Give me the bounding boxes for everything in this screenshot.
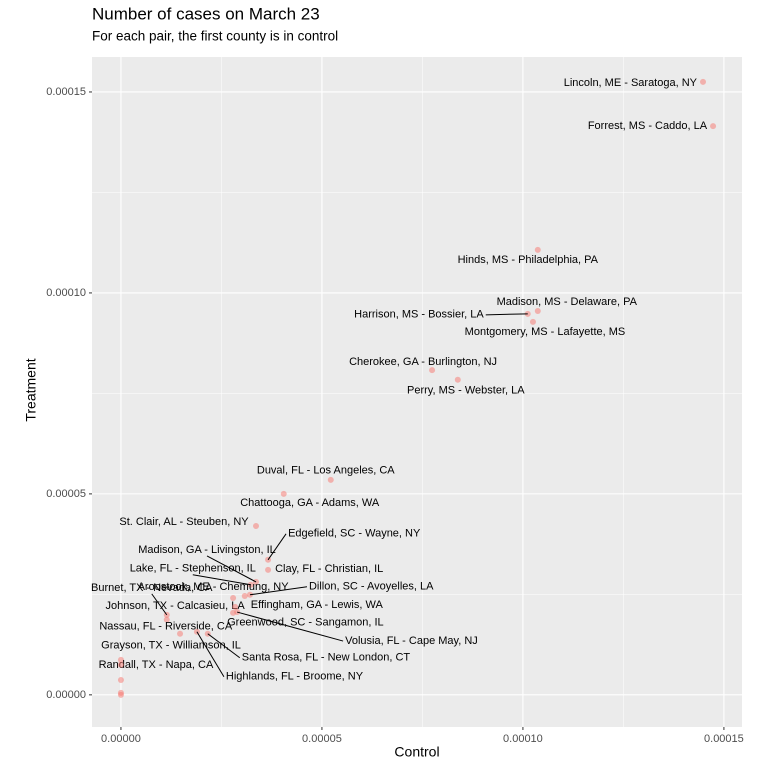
chart-subtitle: For each pair, the first county is in co…	[92, 29, 338, 44]
leader-line	[485, 313, 528, 316]
point	[117, 656, 124, 663]
point-label: Highlands, FL - Broome, NY	[226, 671, 364, 683]
point-label: Burnet, TX - Nevada, CA	[91, 582, 213, 594]
leader-line	[206, 555, 257, 583]
leader-line	[192, 574, 251, 586]
point	[230, 594, 237, 601]
point	[454, 376, 461, 383]
point-label: Lake, FL - Stephenson, IL	[130, 563, 256, 575]
point	[534, 246, 541, 253]
point-label: Randall, TX - Napa, CA	[99, 659, 214, 671]
point-label: Montgomery, MS - Lafayette, MS	[465, 326, 626, 338]
x-tick-label: 0.00015	[704, 733, 744, 745]
x-tick-label: 0.00010	[503, 733, 543, 745]
chart-title: Number of cases on March 23	[92, 4, 320, 23]
point-label: Aroostook, ME - Chemung, NY	[138, 581, 290, 593]
point-label: Forrest, MS - Caddo, LA	[588, 120, 708, 132]
y-tick-label: 0.00010	[46, 287, 86, 299]
point-label: Santa Rosa, FL - New London, CT	[242, 652, 411, 664]
point	[163, 616, 170, 623]
point	[117, 676, 124, 683]
point-label: Greenwood, SC - Sangamon, IL	[227, 617, 384, 629]
y-axis-label: Treatment	[23, 358, 39, 421]
point	[280, 490, 287, 497]
point	[265, 566, 272, 573]
point-label: Duval, FL - Los Angeles, CA	[257, 465, 395, 477]
point-label: Dillon, SC - Avoyelles, LA	[309, 581, 434, 593]
leader-line	[267, 533, 287, 561]
point	[177, 630, 184, 637]
point	[253, 578, 260, 585]
point-label: Madison, GA - Livingston, IL	[138, 544, 276, 556]
x-axis-label: Control	[394, 744, 439, 760]
leader-line	[249, 586, 308, 596]
point	[429, 367, 436, 374]
point-label: Harrison, MS - Bossier, LA	[354, 309, 484, 321]
point	[327, 476, 334, 483]
y-tick-label: 0.00000	[46, 689, 86, 701]
point	[710, 123, 717, 130]
point-label: Effingham, GA - Lewis, WA	[251, 599, 384, 611]
point	[253, 523, 260, 530]
y-tick-label: 0.00015	[46, 86, 86, 98]
point	[117, 661, 124, 668]
y-tick-label: 0.00005	[46, 488, 86, 500]
point-label: Perry, MS - Webster, LA	[407, 385, 525, 397]
point	[700, 78, 707, 85]
point	[117, 691, 124, 698]
point-label: St. Clair, AL - Steuben, NY	[119, 516, 249, 528]
point-label: Clay, FL - Christian, IL	[275, 563, 383, 575]
point	[232, 603, 239, 610]
x-tick-label: 0.00000	[101, 733, 141, 745]
point-label: Hinds, MS - Philadelphia, PA	[458, 254, 599, 266]
point-label: Grayson, TX - Williamson, IL	[101, 640, 241, 652]
point-label: Johnson, TX - Calcasieu, LA	[105, 600, 245, 612]
x-tick-label: 0.00005	[302, 733, 342, 745]
leader-line	[196, 631, 225, 678]
plot-panel	[92, 57, 742, 727]
point	[534, 308, 541, 315]
point-label: Cherokee, GA - Burlington, NJ	[349, 356, 497, 368]
point-label: Volusia, FL - Cape May, NJ	[345, 635, 478, 647]
leader-line	[207, 633, 241, 659]
point-label: Edgefield, SC - Wayne, NY	[288, 528, 421, 540]
point-label: Lincoln, ME - Saratoga, NY	[564, 77, 698, 89]
point	[241, 592, 248, 599]
point-label: Chattooga, GA - Adams, WA	[240, 497, 380, 509]
leader-line	[236, 611, 344, 642]
leader-line	[151, 593, 168, 616]
point-label: Madison, MS - Delaware, PA	[497, 296, 638, 308]
point-label: Nassau, FL - Riverside, CA	[99, 621, 233, 633]
point	[529, 318, 536, 325]
